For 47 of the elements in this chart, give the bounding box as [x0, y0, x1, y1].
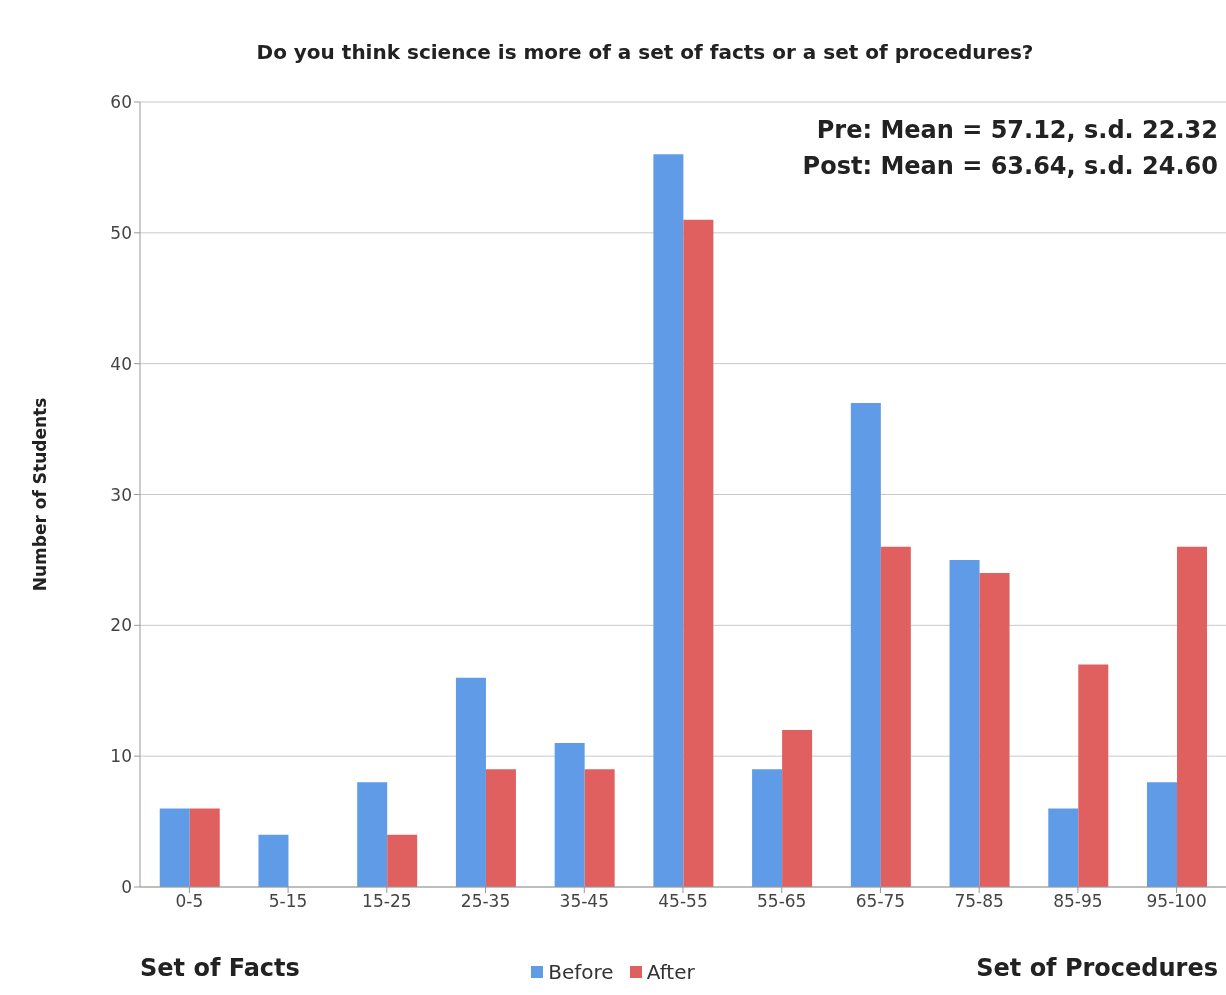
bar	[1147, 782, 1178, 887]
bar	[387, 834, 418, 887]
bar	[159, 808, 190, 887]
bar	[850, 402, 881, 887]
annotation: Pre: Mean = 57.12, s.d. 22.32	[816, 116, 1218, 144]
x-tick-label: 15-25	[362, 891, 412, 912]
bar	[189, 808, 220, 887]
bar	[880, 546, 911, 887]
y-tick-label: 40	[110, 353, 132, 374]
y-tick-label: 30	[110, 484, 132, 505]
bar	[258, 834, 289, 887]
text: Set of Facts	[140, 954, 300, 982]
x-tick-label: 35-45	[559, 891, 609, 912]
y-tick-label: 50	[110, 222, 132, 243]
x-tick-label: 85-95	[1053, 891, 1103, 912]
x-tick-label: 5-15	[268, 891, 308, 912]
bar	[485, 769, 516, 887]
y-tick-label: 60	[110, 92, 132, 113]
bar	[584, 769, 615, 887]
x-tick-label: 55-65	[757, 891, 807, 912]
bar	[1078, 664, 1109, 887]
x-tick-label: 95-100	[1146, 891, 1207, 912]
legend-label: After	[645, 960, 695, 984]
y-tick-label: 10	[110, 746, 132, 767]
bar	[357, 782, 388, 887]
bar	[782, 730, 813, 887]
x-tick-label: 75-85	[954, 891, 1004, 912]
bar	[455, 677, 486, 887]
annotation: Post: Mean = 63.64, s.d. 24.60	[802, 152, 1218, 180]
bar	[683, 219, 714, 887]
bar	[979, 573, 1010, 887]
y-axis-title: Number of Students	[30, 397, 51, 592]
x-tick-label: 25-35	[460, 891, 511, 912]
text: Set of Procedures	[976, 954, 1218, 982]
bar	[949, 559, 980, 887]
x-tick-label: 45-55	[658, 891, 708, 912]
y-tick-label: 0	[121, 877, 132, 898]
chart-title: Do you think science is more of a set of facts or a set of procedures?	[255, 40, 1035, 64]
bar	[554, 743, 585, 887]
legend-label: Before	[547, 960, 614, 984]
bar	[1177, 546, 1208, 887]
x-tick-label: 0-5	[175, 891, 204, 912]
y-tick-label: 20	[110, 615, 132, 636]
bar	[752, 769, 783, 887]
bar	[1048, 808, 1079, 887]
bar	[653, 154, 684, 887]
x-tick-label: 65-75	[855, 891, 906, 912]
